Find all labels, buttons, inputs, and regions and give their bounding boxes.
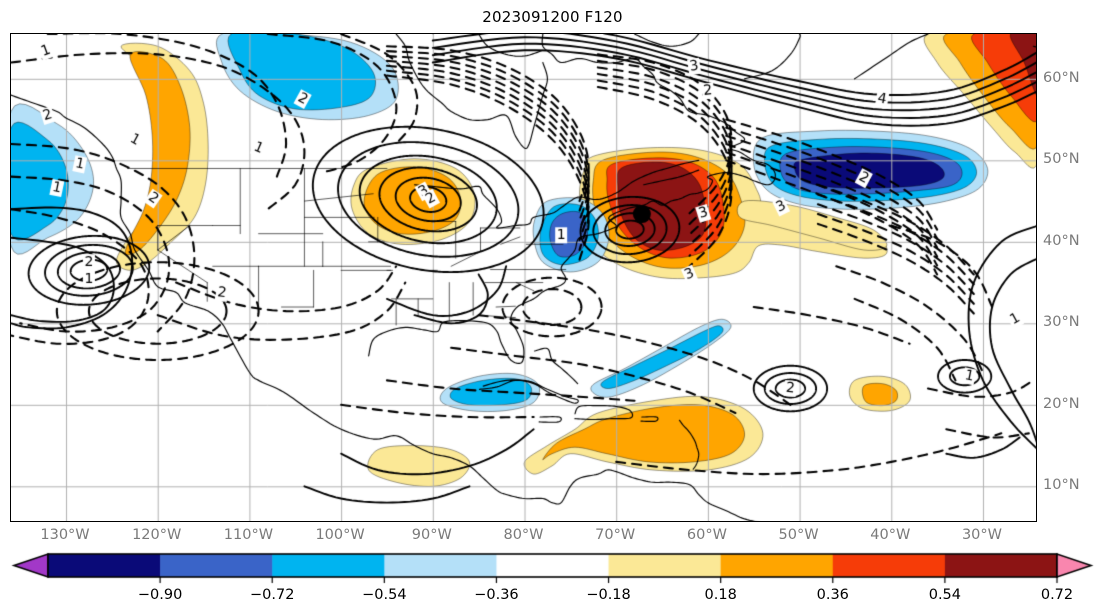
longitude-tick-2: 110°W <box>223 527 274 543</box>
latitude-tick-0: 60°N <box>1043 69 1080 86</box>
longitude-tick-4: 90°W <box>411 527 452 543</box>
latitude-tick-3: 30°N <box>1043 314 1080 331</box>
longitude-tick-3: 100°W <box>315 527 365 543</box>
colorbar-tick-1: −0.72 <box>250 587 295 603</box>
latitude-tick-4: 20°N <box>1043 395 1080 412</box>
colorbar-tick-6: 0.36 <box>816 587 849 603</box>
latitude-tick-1: 50°N <box>1043 151 1080 168</box>
colorbar-canvas[interactable] <box>0 552 1105 615</box>
colorbar-tick-0: −0.90 <box>137 587 183 603</box>
latitude-tick-2: 40°N <box>1043 232 1080 249</box>
figure-title: 2023091200 F120 <box>482 8 623 26</box>
colorbar-tick-5: 0.18 <box>704 587 737 603</box>
map-axes[interactable] <box>10 33 1037 522</box>
longitude-tick-8: 50°W <box>778 527 819 543</box>
colorbar-tick-3: −0.36 <box>474 587 519 603</box>
map-canvas[interactable] <box>11 34 1036 521</box>
colorbar-tick-2: −0.54 <box>362 587 407 603</box>
colorbar-tick-8: 0.72 <box>1040 587 1074 603</box>
longitude-tick-10: 30°W <box>961 527 1002 543</box>
colorbar-tick-7: 0.54 <box>928 587 962 603</box>
latitude-tick-5: 10°N <box>1043 477 1080 494</box>
longitude-tick-0: 130°W <box>40 527 90 543</box>
longitude-tick-1: 120°W <box>132 527 182 543</box>
colorbar[interactable]: −0.90 −0.72 −0.54 −0.36 −0.18 0.18 0.36 0.54 0.7… <box>0 552 1105 615</box>
longitude-tick-7: 60°W <box>686 527 727 543</box>
longitude-tick-5: 80°W <box>503 527 544 543</box>
longitude-tick-9: 40°W <box>870 527 911 543</box>
longitude-tick-6: 70°W <box>595 527 636 543</box>
colorbar-tick-4: −0.18 <box>586 587 631 603</box>
